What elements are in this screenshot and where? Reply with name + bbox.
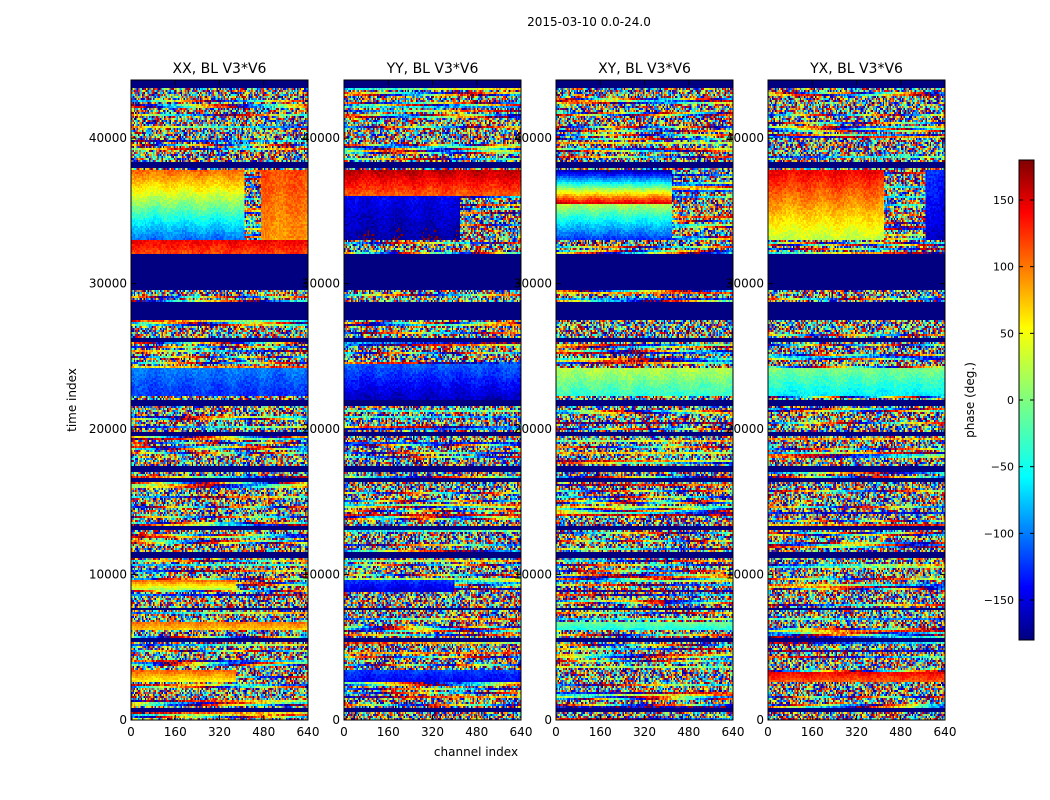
x-tick-label: 480 bbox=[465, 725, 488, 739]
x-tick-label: 160 bbox=[164, 725, 187, 739]
colorbar-tick-label: 50 bbox=[1000, 327, 1014, 340]
y-tick-label: 0 bbox=[756, 713, 764, 727]
y-tick-label: 20000 bbox=[89, 422, 127, 436]
y-tick-label: 10000 bbox=[514, 568, 552, 582]
y-tick-label: 30000 bbox=[726, 277, 764, 291]
y-tick-label: 10000 bbox=[89, 568, 127, 582]
y-tick-label: 40000 bbox=[89, 131, 127, 145]
colorbar: −150 −100 −50 0 50 100 150 phase (deg.) bbox=[963, 159, 1035, 641]
panel-title: XY, BL V3*V6 bbox=[598, 61, 691, 77]
y-tick-label: 20000 bbox=[726, 422, 764, 436]
x-tick-label: 0 bbox=[340, 725, 348, 739]
phase-heatmap bbox=[556, 80, 733, 720]
panel-1: XX, BL V3*V6 0 160 320 480 640 0 10000 20000 3000… bbox=[89, 61, 320, 739]
x-tick-label: 0 bbox=[764, 725, 772, 739]
y-tick-label: 0 bbox=[119, 713, 127, 727]
y-tick-label: 10000 bbox=[726, 568, 764, 582]
y-tick-label: 30000 bbox=[302, 277, 340, 291]
figure-title: 2015-03-10 0.0-24.0 bbox=[527, 15, 651, 29]
y-tick-label: 40000 bbox=[302, 131, 340, 145]
x-tick-label: 480 bbox=[889, 725, 912, 739]
x-tick-label: 640 bbox=[722, 725, 745, 739]
panel-title: YY, BL V3*V6 bbox=[386, 61, 479, 77]
x-tick-label: 160 bbox=[589, 725, 612, 739]
panel-title: YX, BL V3*V6 bbox=[809, 61, 903, 77]
colorbar-tick-label: 0 bbox=[1007, 394, 1014, 407]
phase-heatmap bbox=[344, 80, 521, 720]
x-tick-label: 0 bbox=[127, 725, 135, 739]
y-tick-label: 30000 bbox=[514, 277, 552, 291]
x-tick-label: 640 bbox=[297, 725, 320, 739]
colorbar-tick-label: 150 bbox=[993, 194, 1014, 207]
colorbar-tick-label: −50 bbox=[991, 461, 1014, 474]
y-tick-label: 20000 bbox=[302, 422, 340, 436]
colorbar-tick-label: 100 bbox=[993, 261, 1014, 274]
x-tick-label: 160 bbox=[377, 725, 400, 739]
y-tick-label: 10000 bbox=[302, 568, 340, 582]
panel-4: YX, BL V3*V6 0 160 320 480 640 0 10000 20000 3000… bbox=[726, 61, 957, 739]
x-tick-label: 480 bbox=[252, 725, 275, 739]
colorbar-tick-label: −150 bbox=[984, 594, 1014, 607]
y-tick-label: 0 bbox=[544, 713, 552, 727]
y-tick-label: 0 bbox=[332, 713, 340, 727]
phase-heatmap bbox=[768, 80, 945, 720]
x-tick-label: 480 bbox=[677, 725, 700, 739]
panel-3: XY, BL V3*V6 0 160 320 480 640 0 10000 20000 3000… bbox=[514, 61, 745, 739]
x-tick-label: 320 bbox=[421, 725, 444, 739]
x-tick-label: 640 bbox=[934, 725, 957, 739]
x-tick-label: 320 bbox=[208, 725, 231, 739]
y-tick-label: 40000 bbox=[726, 131, 764, 145]
y-tick-label: 20000 bbox=[514, 422, 552, 436]
y-tick-label: 30000 bbox=[89, 277, 127, 291]
colorbar-label: phase (deg.) bbox=[963, 362, 977, 438]
x-tick-label: 320 bbox=[633, 725, 656, 739]
panels-group: XX, BL V3*V6 0 160 320 480 640 0 10000 20000 3000… bbox=[89, 61, 957, 739]
x-tick-label: 160 bbox=[801, 725, 824, 739]
phase-heatmap bbox=[131, 80, 308, 720]
colorbar-tick-label: −100 bbox=[984, 527, 1014, 540]
y-axis-label: time index bbox=[65, 368, 79, 432]
x-tick-label: 320 bbox=[845, 725, 868, 739]
panel-2: YY, BL V3*V6 0 160 320 480 640 0 10000 20000 3000… bbox=[302, 61, 533, 739]
x-axis-label: channel index bbox=[434, 745, 518, 759]
x-tick-label: 0 bbox=[552, 725, 560, 739]
y-tick-label: 40000 bbox=[514, 131, 552, 145]
x-tick-label: 640 bbox=[510, 725, 533, 739]
panel-title: XX, BL V3*V6 bbox=[173, 61, 267, 77]
